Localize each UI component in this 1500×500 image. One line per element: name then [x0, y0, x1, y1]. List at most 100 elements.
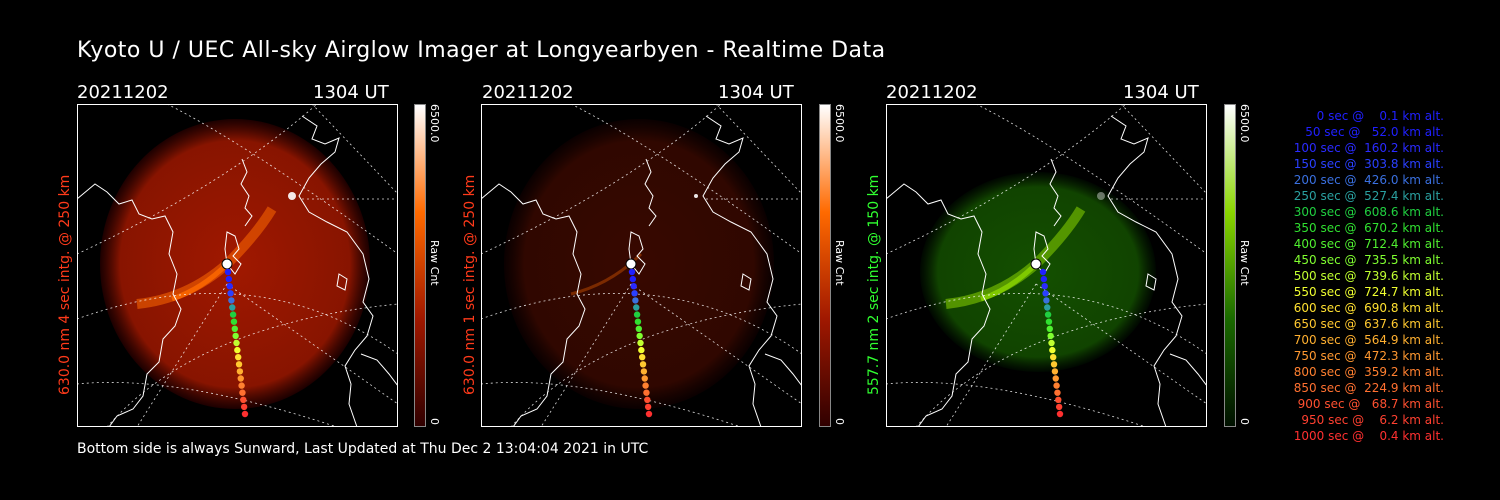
coastline — [1169, 353, 1207, 387]
color-bar-min: 0 — [833, 418, 846, 425]
trajectory-point — [633, 304, 640, 311]
sky-disk — [920, 172, 1156, 372]
trajectory-point — [629, 275, 637, 283]
trajectory-legend: 0 sec @ 0.1 km alt. 50 sec @ 52.0 km alt… — [1262, 108, 1444, 444]
trajectory-point — [632, 297, 639, 304]
panel-side-label: 557.7 nm 2 sec intg. @ 150 km — [866, 174, 882, 395]
color-bar-unit: Raw Cnt — [1238, 240, 1251, 286]
panel-time: 1304 UT — [1123, 82, 1199, 103]
panel-date: 20211202 — [77, 82, 169, 103]
legend-row: 500 sec @ 739.6 km alt. — [1289, 269, 1444, 283]
legend-row: 700 sec @ 564.9 km alt. — [1289, 333, 1444, 347]
color-bar-unit: Raw Cnt — [833, 240, 846, 286]
aurora-arc — [980, 262, 1038, 302]
image-frame — [77, 104, 398, 427]
sky-disk — [100, 119, 370, 409]
legend-row: 950 sec @ 6.2 km alt. — [1297, 413, 1444, 427]
trajectory-point — [240, 396, 247, 403]
coastline — [360, 353, 398, 387]
color-bar-max: 6500.0 — [428, 104, 441, 143]
trajectory-point — [234, 346, 241, 354]
page-title: Kyoto U / UEC All-sky Airglow Imager at … — [77, 38, 886, 63]
grid-line — [945, 283, 1037, 427]
trajectory-point — [227, 290, 234, 297]
trajectory-point — [229, 304, 236, 311]
panel-time: 1304 UT — [313, 82, 389, 103]
station-marker — [1030, 258, 1042, 270]
legend-row: 150 sec @ 303.8 km alt. — [1289, 157, 1444, 171]
grid-line — [77, 382, 338, 427]
trajectory-point — [1049, 346, 1056, 354]
aurora-arc — [570, 252, 643, 296]
trajectory-point — [645, 410, 653, 418]
grid-line — [1120, 104, 1207, 195]
airglow-image-557-2s — [886, 104, 1207, 427]
trajectory-point — [634, 318, 642, 325]
trajectory-point — [232, 332, 239, 340]
image-frame — [481, 104, 802, 427]
panel-date: 20211202 — [886, 82, 978, 103]
trajectory-point — [1040, 275, 1048, 283]
trajectory-point — [235, 361, 243, 368]
trajectory-point — [639, 354, 646, 361]
legend-row: 200 sec @ 426.0 km alt. — [1289, 173, 1444, 187]
trajectory-point — [635, 325, 642, 332]
trajectory-point — [1054, 389, 1061, 396]
legend-row: 600 sec @ 690.8 km alt. — [1289, 301, 1444, 315]
airglow-map — [481, 104, 802, 427]
panel-time: 1304 UT — [718, 82, 794, 103]
coastline — [1049, 158, 1062, 227]
grid-line — [481, 104, 722, 255]
airglow-map — [886, 104, 1207, 427]
trajectory-point — [241, 410, 249, 418]
trajectory-point — [633, 311, 641, 318]
legend-row: 100 sec @ 160.2 km alt. — [1289, 141, 1444, 155]
trajectory-point — [628, 268, 636, 276]
trajectory-point — [1044, 304, 1051, 311]
trajectory-point — [237, 375, 244, 382]
bright-spot — [1097, 192, 1105, 200]
airglow-image-630-4s — [77, 104, 398, 427]
coastline — [298, 115, 374, 427]
airglow-image-630-1s — [481, 104, 802, 427]
trajectory-point — [641, 375, 648, 382]
trajectory-point — [233, 339, 240, 347]
trajectory-point — [631, 290, 638, 297]
trajectory-point — [644, 396, 651, 403]
legend-row: 0 sec @ 0.1 km alt. — [1305, 109, 1444, 123]
coastline — [240, 158, 253, 227]
trajectory-point — [1045, 318, 1053, 325]
color-bar — [1224, 104, 1236, 427]
trajectory-point — [1048, 339, 1055, 347]
trajectory-point — [230, 318, 238, 325]
trajectory-point — [1052, 375, 1059, 382]
sky-disk — [504, 119, 774, 409]
coastline — [1145, 273, 1157, 291]
trajectory-point — [239, 389, 246, 396]
legend-row: 300 sec @ 608.6 km alt. — [1289, 205, 1444, 219]
trajectory-point — [1041, 283, 1048, 290]
trajectory-point — [231, 325, 238, 332]
grid-line — [915, 303, 1207, 427]
panel-date: 20211202 — [482, 82, 574, 103]
bright-spot — [288, 192, 296, 200]
grid-line — [481, 382, 742, 427]
grid-line — [886, 104, 1127, 255]
coastline — [740, 273, 752, 291]
trajectory-point — [224, 268, 232, 276]
trajectory-point — [1050, 361, 1058, 368]
legend-row: 450 sec @ 735.5 km alt. — [1289, 253, 1444, 267]
color-bar — [819, 104, 831, 427]
legend-row: 750 sec @ 472.3 km alt. — [1289, 349, 1444, 363]
trajectory-point — [643, 389, 650, 396]
trajectory-point — [238, 382, 245, 389]
legend-row: 400 sec @ 712.4 km alt. — [1289, 237, 1444, 251]
coastline — [77, 183, 182, 427]
trajectory-point — [236, 368, 244, 375]
color-bar-unit: Raw Cnt — [428, 240, 441, 286]
coastline — [1107, 115, 1183, 427]
panel-side-label: 630.0 nm 4 sec intg. @ 250 km — [57, 174, 73, 395]
trajectory-point — [1043, 297, 1050, 304]
trajectory-point — [630, 283, 637, 290]
trajectory-point — [229, 311, 237, 318]
